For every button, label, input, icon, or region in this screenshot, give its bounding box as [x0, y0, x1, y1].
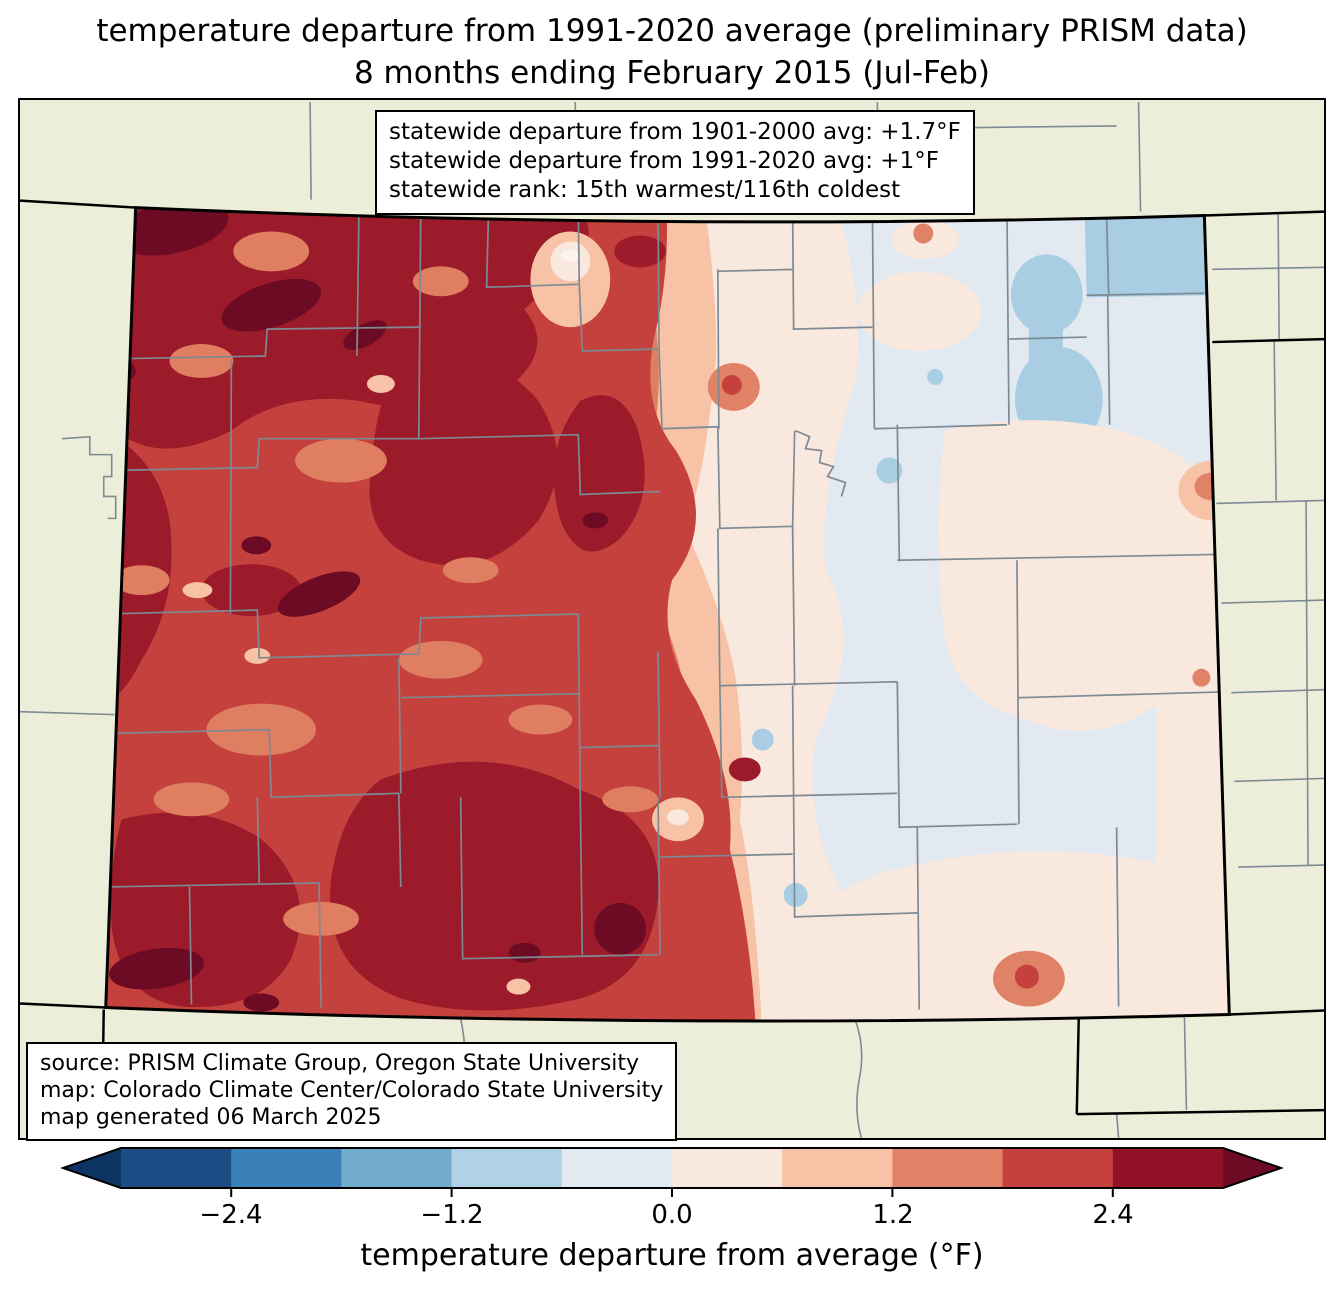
colorbar-tick-label-1p2: 1.2: [872, 1200, 914, 1230]
colorbar-over-arrow: [1223, 1148, 1281, 1188]
colorado-state-border: [104, 206, 1231, 1023]
source-box: source: PRISM Climate Group, Oregon Stat…: [26, 1042, 678, 1141]
colorbar-under-arrow: [63, 1148, 121, 1188]
colorbar-ticks: [230, 1188, 1114, 1197]
map-credit-line: map: Colorado Climate Center/Colorado St…: [40, 1078, 664, 1103]
colorbar-axis-label: temperature departure from average (°F): [360, 1238, 984, 1273]
stats-line-rank: statewide rank: 15th warmest/116th colde…: [389, 177, 901, 203]
stats-box: statewide departure from 1901-2000 avg: …: [375, 110, 975, 215]
colorado-county-lines: [105, 209, 1230, 1010]
colorbar-segments: [121, 1148, 1224, 1188]
colorbar-tick-label-2p4: 2.4: [1092, 1200, 1134, 1230]
colorbar-outline: [59, 1147, 1285, 1189]
colorbar: [59, 1147, 1285, 1197]
page-subtitle: 8 months ending February 2015 (Jul-Feb): [353, 55, 990, 91]
colorbar-tick-label-neg2p4: −2.4: [199, 1200, 263, 1230]
temperature-contours: [105, 207, 1230, 1022]
source-line: source: PRISM Climate Group, Oregon Stat…: [40, 1051, 640, 1076]
colorbar-tick-label-neg1p2: −1.2: [420, 1200, 484, 1230]
colorbar-tick-label-0: 0.0: [651, 1200, 693, 1230]
generated-date-line: map generated 06 March 2025: [40, 1105, 382, 1130]
page-title: temperature departure from 1991-2020 ave…: [96, 13, 1248, 49]
stats-line-1991-2020: statewide departure from 1991-2020 avg: …: [389, 148, 939, 174]
map-frame: [18, 98, 1326, 1140]
stats-line-1901-2000: statewide departure from 1901-2000 avg: …: [389, 119, 961, 145]
colorado-map: [20, 100, 1324, 1138]
